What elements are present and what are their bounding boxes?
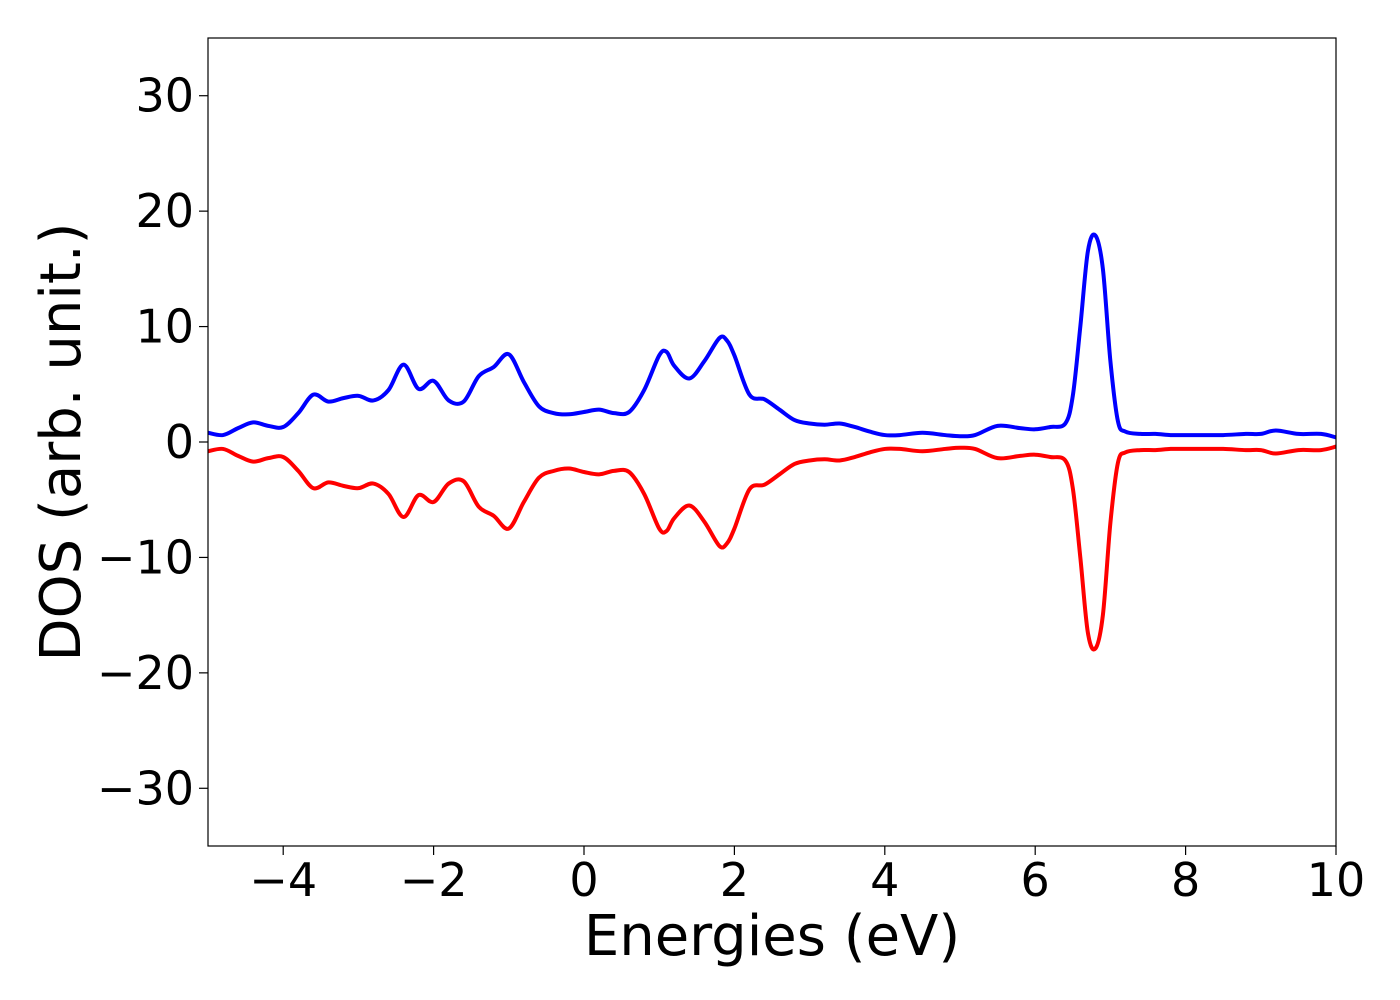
y-tick-label: 10	[135, 300, 194, 354]
x-axis-label: Energies (eV)	[584, 904, 960, 969]
x-tick-label: −2	[400, 853, 468, 907]
x-tick-label: 4	[870, 853, 899, 907]
x-tick-label: 8	[1171, 853, 1200, 907]
x-tick-label: 2	[720, 853, 749, 907]
y-tick-label: 0	[165, 415, 194, 469]
y-tick-label: 30	[135, 69, 194, 123]
series-line-down	[208, 444, 1336, 652]
x-tick-label: −4	[249, 853, 317, 907]
x-tick-label: 6	[1021, 853, 1050, 907]
y-tick-label: −20	[97, 646, 194, 700]
y-tick-label: −10	[97, 530, 194, 584]
series-line-up	[208, 232, 1336, 440]
y-axis-label: DOS (arb. unit.)	[29, 222, 94, 661]
y-tick-label: −30	[97, 761, 194, 815]
plot-frame	[207, 37, 1337, 847]
y-tick-label: 20	[135, 184, 194, 238]
series-layer	[208, 232, 1336, 652]
x-tick-label: 10	[1307, 853, 1366, 907]
x-tick-label: 0	[569, 853, 598, 907]
